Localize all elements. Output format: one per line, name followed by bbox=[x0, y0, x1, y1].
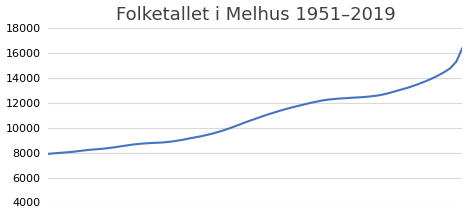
Title: Folketallet i Melhus 1951–2019: Folketallet i Melhus 1951–2019 bbox=[116, 6, 395, 24]
